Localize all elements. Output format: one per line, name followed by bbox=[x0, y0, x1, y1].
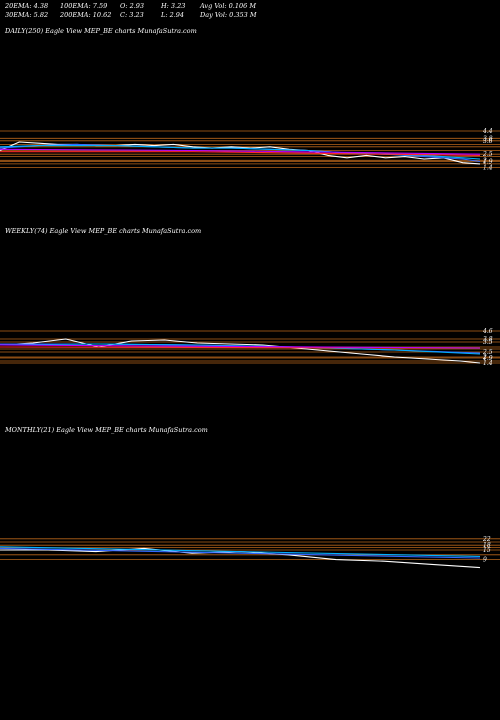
ema20-stat: 20EMA: 4.38 bbox=[5, 2, 49, 10]
weekly-series-line-0 bbox=[0, 338, 481, 364]
low-stat: L: 2.94 bbox=[161, 11, 185, 19]
daily-chart: 4.43.83.6 2.521.91.4 bbox=[0, 128, 500, 172]
monthly-chart-title: MONTHLY(21) Eagle View MEP_BE charts Mun… bbox=[5, 426, 208, 434]
ema200-stat: 200EMA: 10.62 bbox=[60, 11, 112, 19]
high-stat: H: 3.23 bbox=[161, 2, 186, 10]
stats-header: 20EMA: 4.38 100EMA: 7.59 O: 2.93 H: 3.23… bbox=[5, 2, 495, 24]
weekly-price-label-2: 3.5 bbox=[483, 339, 493, 346]
weekly-series-line-4 bbox=[0, 344, 481, 349]
monthly-price-label-2: 15 bbox=[483, 547, 491, 554]
weekly-price-label-3: 2.5 bbox=[482, 349, 493, 356]
daily-series-line-2 bbox=[0, 145, 481, 160]
weekly-chart: 4.63.83.5 2.521.91.4 bbox=[0, 328, 500, 367]
weekly-chart-title: WEEKLY(74) Eagle View MEP_BE charts Muna… bbox=[5, 227, 202, 235]
daily-price-label-2: 3.6 bbox=[483, 138, 493, 145]
weekly-price-label-4: 2 bbox=[482, 354, 487, 361]
daily-series-line-4 bbox=[0, 148, 481, 155]
weekly-price-label-6: 1.4 bbox=[483, 360, 493, 367]
daily-price-label-6: 1.4 bbox=[483, 165, 493, 172]
weekly-price-label-5: 1.9 bbox=[483, 355, 493, 362]
stats-row-1: 20EMA: 4.38 100EMA: 7.59 O: 2.93 H: 3.23… bbox=[5, 2, 495, 11]
ema100-stat: 100EMA: 7.59 bbox=[60, 2, 108, 10]
monthly-price-label-1: 18 bbox=[483, 542, 491, 549]
monthly-series-line-1 bbox=[0, 547, 481, 559]
avg-vol-stat: Avg Vol: 0.106 M bbox=[200, 2, 257, 10]
open-stat: O: 2.93 bbox=[120, 2, 145, 10]
monthly-series-line-2 bbox=[0, 546, 481, 557]
daily-price-label-1: 3.8 bbox=[483, 135, 493, 142]
daily-price-label-3: 2.5 bbox=[482, 151, 493, 158]
daily-price-label-4: 2 bbox=[482, 157, 487, 164]
daily-price-label-5: 1.9 bbox=[483, 159, 493, 166]
weekly-price-label-1: 3.8 bbox=[483, 336, 493, 343]
day-vol-stat: Day Vol: 0.353 M bbox=[200, 11, 257, 19]
monthly-price-label-0: 22 bbox=[482, 536, 491, 543]
monthly-price-label-3: 9 bbox=[483, 557, 487, 564]
daily-series-line-3 bbox=[0, 151, 481, 156]
weekly-price-label-0: 4.6 bbox=[482, 328, 493, 335]
stats-row-2: 30EMA: 5.82 200EMA: 10.62 C: 3.23 L: 2.9… bbox=[5, 11, 495, 20]
daily-price-label-0: 4.4 bbox=[482, 128, 493, 135]
ema30-stat: 30EMA: 5.82 bbox=[5, 11, 49, 19]
close-stat: C: 3.23 bbox=[120, 11, 144, 19]
daily-chart-title: DAILY(250) Eagle View MEP_BE charts Muna… bbox=[5, 27, 197, 35]
